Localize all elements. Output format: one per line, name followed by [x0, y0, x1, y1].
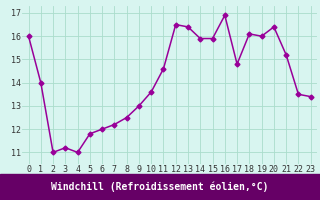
Text: Windchill (Refroidissement éolien,°C): Windchill (Refroidissement éolien,°C) [51, 182, 269, 192]
